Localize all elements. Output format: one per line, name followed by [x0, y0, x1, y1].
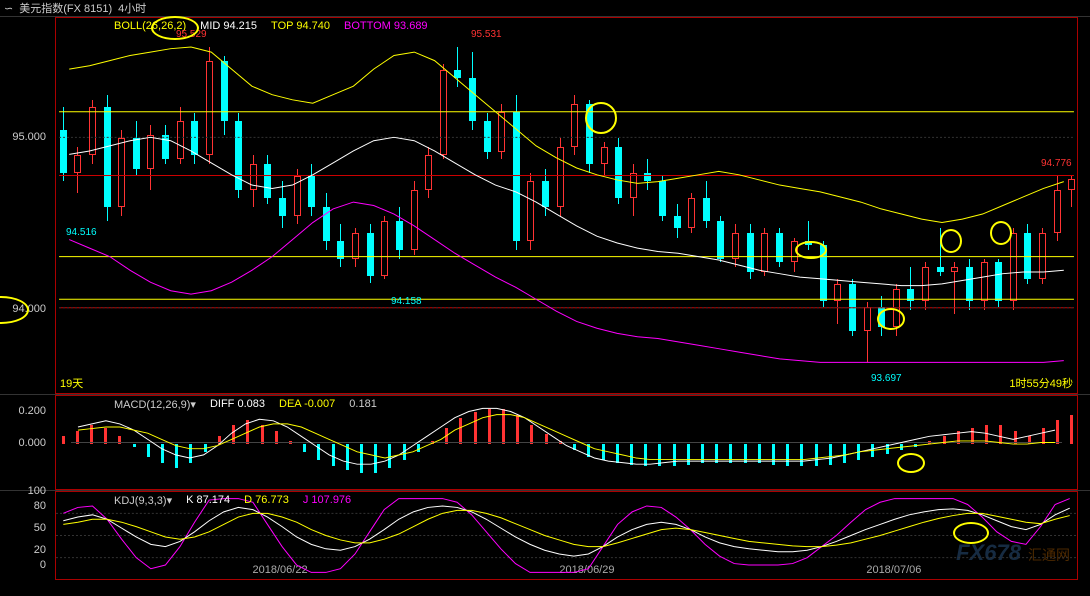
macd-indicator-label: MACD(12,26,9)▾ DIFF 0.083 DEA -0.007 0.1… [114, 398, 377, 411]
y-tick-label: 100 [28, 485, 46, 497]
highlight-ellipse [877, 308, 905, 330]
kdj-panel[interactable]: 0205080100 KDJ(9,3,3)▾ K 87.174 D 76.773… [0, 490, 1090, 580]
y-tick-label: 0.000 [18, 437, 46, 449]
y-tick-label: 95.000 [12, 131, 46, 143]
y-tick-label: 20 [34, 544, 46, 556]
price-annotation: 93.697 [871, 373, 902, 384]
header-icon: ∽ [4, 2, 13, 15]
price-annotation: 94.776 [1041, 158, 1072, 169]
y-tick-label: 0.200 [18, 405, 46, 417]
macd-hist: 0.181 [349, 398, 377, 411]
macd-dea: DEA -0.007 [279, 398, 335, 411]
price-annotation: 94.158 [391, 296, 422, 307]
highlight-ellipse [795, 241, 827, 259]
boll-bottom: BOTTOM 93.689 [344, 20, 428, 32]
kdj-d: D 76.773 [244, 494, 289, 507]
macd-y-axis: 0.000 0.200 [0, 395, 50, 490]
y-tick-label: 0 [40, 559, 46, 571]
price-annotation: 95.531 [471, 29, 502, 40]
instrument-title: 美元指数(FX 8151) [19, 0, 112, 16]
kdj-name: KDJ(9,3,3)▾ [114, 494, 172, 507]
highlight-ellipse [990, 221, 1012, 245]
highlight-ellipse [585, 102, 617, 134]
kdj-y-axis: 0205080100 [0, 491, 50, 580]
price-y-axis: 94.00095.000 [0, 17, 50, 394]
kdj-k: K 87.174 [186, 494, 230, 507]
highlight-ellipse [151, 16, 199, 40]
macd-panel[interactable]: 0.000 0.200 MACD(12,26,9)▾ DIFF 0.083 DEA… [0, 394, 1090, 490]
price-annotation: 94.516 [66, 227, 97, 238]
timeframe-label: 4小时 [118, 0, 146, 16]
y-tick-label: 80 [34, 500, 46, 512]
boll-mid: MID 94.215 [200, 20, 257, 32]
macd-name: MACD(12,26,9)▾ [114, 398, 196, 411]
kdj-indicator-label: KDJ(9,3,3)▾ K 87.174 D 76.773 J 107.976 [114, 494, 351, 507]
macd-diff: DIFF 0.083 [210, 398, 265, 411]
y-tick-label: 50 [34, 522, 46, 534]
price-chart-svg [56, 18, 1077, 393]
kdj-j: J 107.976 [303, 494, 351, 507]
price-panel[interactable]: 94.00095.000 BOLL(26,26,2) MID 94.215 TO… [0, 16, 1090, 394]
boll-top: TOP 94.740 [271, 20, 330, 32]
chart-header: ∽ 美元指数(FX 8151) 4小时 [0, 0, 1090, 16]
highlight-ellipse [953, 522, 989, 544]
